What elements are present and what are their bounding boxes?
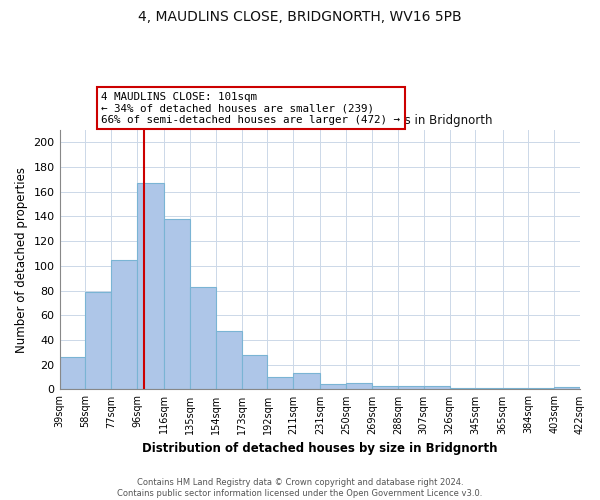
Bar [398, 386, 424, 390]
Bar [216, 332, 242, 390]
Bar [503, 388, 529, 390]
Bar [268, 377, 293, 390]
Text: Contains HM Land Registry data © Crown copyright and database right 2024.
Contai: Contains HM Land Registry data © Crown c… [118, 478, 482, 498]
Bar [529, 388, 554, 390]
Bar [190, 287, 216, 390]
Bar [554, 387, 580, 390]
Title: Size of property relative to detached houses in Bridgnorth: Size of property relative to detached ho… [148, 114, 492, 128]
Bar [293, 374, 320, 390]
Bar [372, 386, 398, 390]
Bar [59, 358, 85, 390]
Bar [111, 260, 137, 390]
Bar [320, 384, 346, 390]
Bar [85, 292, 111, 390]
Bar [137, 183, 164, 390]
Text: 4 MAUDLINS CLOSE: 101sqm
← 34% of detached houses are smaller (239)
66% of semi-: 4 MAUDLINS CLOSE: 101sqm ← 34% of detach… [101, 92, 400, 124]
Bar [424, 386, 449, 390]
Bar [449, 388, 475, 390]
Y-axis label: Number of detached properties: Number of detached properties [15, 166, 28, 352]
Bar [346, 384, 372, 390]
Bar [475, 388, 503, 390]
Bar [164, 219, 190, 390]
Text: 4, MAUDLINS CLOSE, BRIDGNORTH, WV16 5PB: 4, MAUDLINS CLOSE, BRIDGNORTH, WV16 5PB [138, 10, 462, 24]
X-axis label: Distribution of detached houses by size in Bridgnorth: Distribution of detached houses by size … [142, 442, 497, 455]
Bar [242, 355, 268, 390]
